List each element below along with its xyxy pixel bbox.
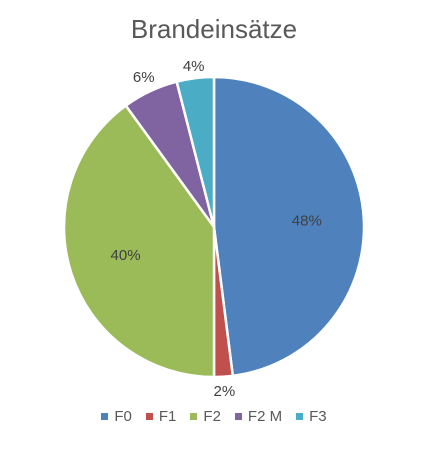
chart-legend: F0 F1 F2 F2 M F3	[0, 408, 428, 425]
legend-label: F1	[158, 408, 177, 425]
data-label-f2-m: 6%	[133, 69, 155, 86]
legend-item-f2: F2	[190, 408, 221, 425]
legend-label: F2 M	[247, 408, 283, 425]
legend-swatch	[190, 413, 198, 420]
legend-item-f0: F0	[101, 408, 132, 425]
legend-swatch	[234, 413, 242, 420]
legend-label: F3	[309, 408, 327, 425]
data-label-f1: 2%	[214, 383, 236, 400]
data-label-f2: 40%	[111, 247, 141, 264]
legend-label: F0	[114, 408, 132, 425]
legend-label: F2	[203, 408, 221, 425]
legend-swatch	[145, 413, 153, 420]
data-label-f3: 4%	[183, 58, 205, 75]
pie-slice-f3	[175, 75, 216, 228]
chart-title: Brandeinsätze	[130, 14, 298, 44]
pie-slice-f0	[212, 75, 366, 378]
legend-item-f3: F3	[296, 408, 327, 425]
pie-slice-f2	[62, 103, 216, 379]
legend-item-f2-m: F2 M	[234, 408, 283, 425]
legend-item-f1: F1	[145, 408, 177, 425]
legend-swatch	[296, 413, 304, 420]
data-label-f0: 48%	[292, 213, 322, 230]
legend-swatch	[101, 413, 109, 420]
